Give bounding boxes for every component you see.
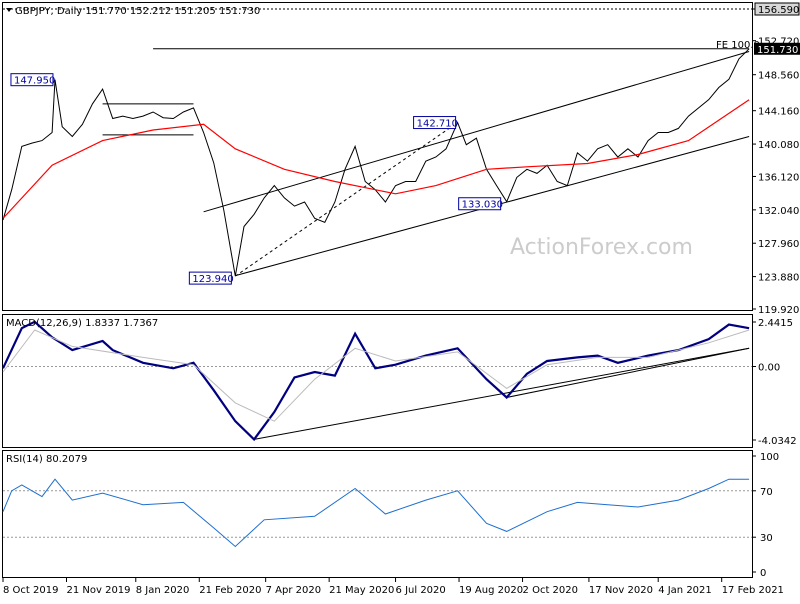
sma-line [2, 99, 750, 219]
macd-signal-line [2, 329, 750, 422]
rsi-axis-label: 70 [760, 487, 773, 498]
x-axis-label: 2 Oct 2020 [523, 585, 578, 596]
x-axis-label: 21 Nov 2019 [66, 585, 130, 596]
price-panel-frame [2, 2, 753, 311]
x-axis-label: 6 Jul 2020 [396, 585, 446, 596]
last-price-box [754, 42, 800, 55]
collapse-arrow-icon[interactable] [6, 8, 12, 12]
rsi-axis-label: 30 [760, 533, 773, 544]
price-tag-label: 123.940 [192, 274, 233, 285]
price-tag-label: 133.030 [462, 200, 503, 211]
price-axis-label: 123.880 [758, 273, 799, 284]
price-axis-label: 140.080 [758, 140, 799, 151]
price-axis-label: 127.960 [758, 239, 799, 250]
rsi-axis-label: 0 [760, 568, 766, 579]
macd-line [2, 320, 750, 442]
price-axis-label: 144.160 [758, 107, 799, 118]
x-axis-label: 17 Feb 2021 [722, 585, 784, 596]
rsi-axis-label: 100 [760, 452, 779, 463]
price-tag-label: 142.710 [417, 119, 458, 130]
last-price-label: 151.730 [757, 45, 798, 56]
macd-axis-label: 2.4415 [758, 318, 793, 329]
x-axis-label: 8 Oct 2019 [3, 585, 58, 596]
fe-label: FE 100.0 [716, 40, 760, 51]
macd-title: MACD(12,26,9) 1.8337 1.7367 [6, 318, 158, 329]
rsi-panel-frame [2, 450, 753, 578]
price-line [2, 48, 750, 277]
x-axis-label: 4 Jan 2021 [658, 585, 712, 596]
price-tag-box [458, 197, 502, 211]
price-tag-box [10, 73, 54, 87]
price-axis-label: 148.560 [758, 71, 799, 82]
rsi-line [2, 478, 750, 548]
price-trendline[interactable] [203, 50, 750, 213]
price-axis-label: 152.720 [758, 37, 799, 48]
x-axis-label: 17 Nov 2020 [589, 585, 653, 596]
price-axis-label: 136.120 [758, 172, 799, 183]
x-axis-label: 21 May 2020 [329, 585, 394, 596]
macd-trendline[interactable] [506, 347, 750, 398]
price-title: GBPJPY, Daily 151.770 152.212 151.205 15… [15, 6, 260, 17]
price-tag-box [413, 116, 457, 130]
price-axis-label: 132.040 [758, 206, 799, 217]
x-axis-label: 21 Feb 2020 [199, 585, 261, 596]
price-dashed-line [235, 122, 458, 277]
price-axis-label: 119.920 [758, 305, 799, 316]
rsi-title: RSI(14) 80.2079 [6, 454, 87, 465]
x-axis-label: 8 Jan 2020 [136, 585, 190, 596]
macd-panel-frame [2, 314, 753, 448]
macd-axis-label: -4.0342 [758, 436, 797, 447]
x-axis-label: 7 Apr 2020 [266, 585, 321, 596]
price-tag-label: 147.950 [14, 76, 55, 87]
price-axis-label: 156.590 [758, 5, 799, 16]
x-axis-label: 19 Aug 2020 [459, 585, 523, 596]
price-tag-box [188, 271, 232, 285]
watermark-text: ActionForex.com [510, 235, 693, 260]
macd-axis-label: 0.00 [758, 362, 780, 373]
top-level-box [754, 2, 800, 16]
